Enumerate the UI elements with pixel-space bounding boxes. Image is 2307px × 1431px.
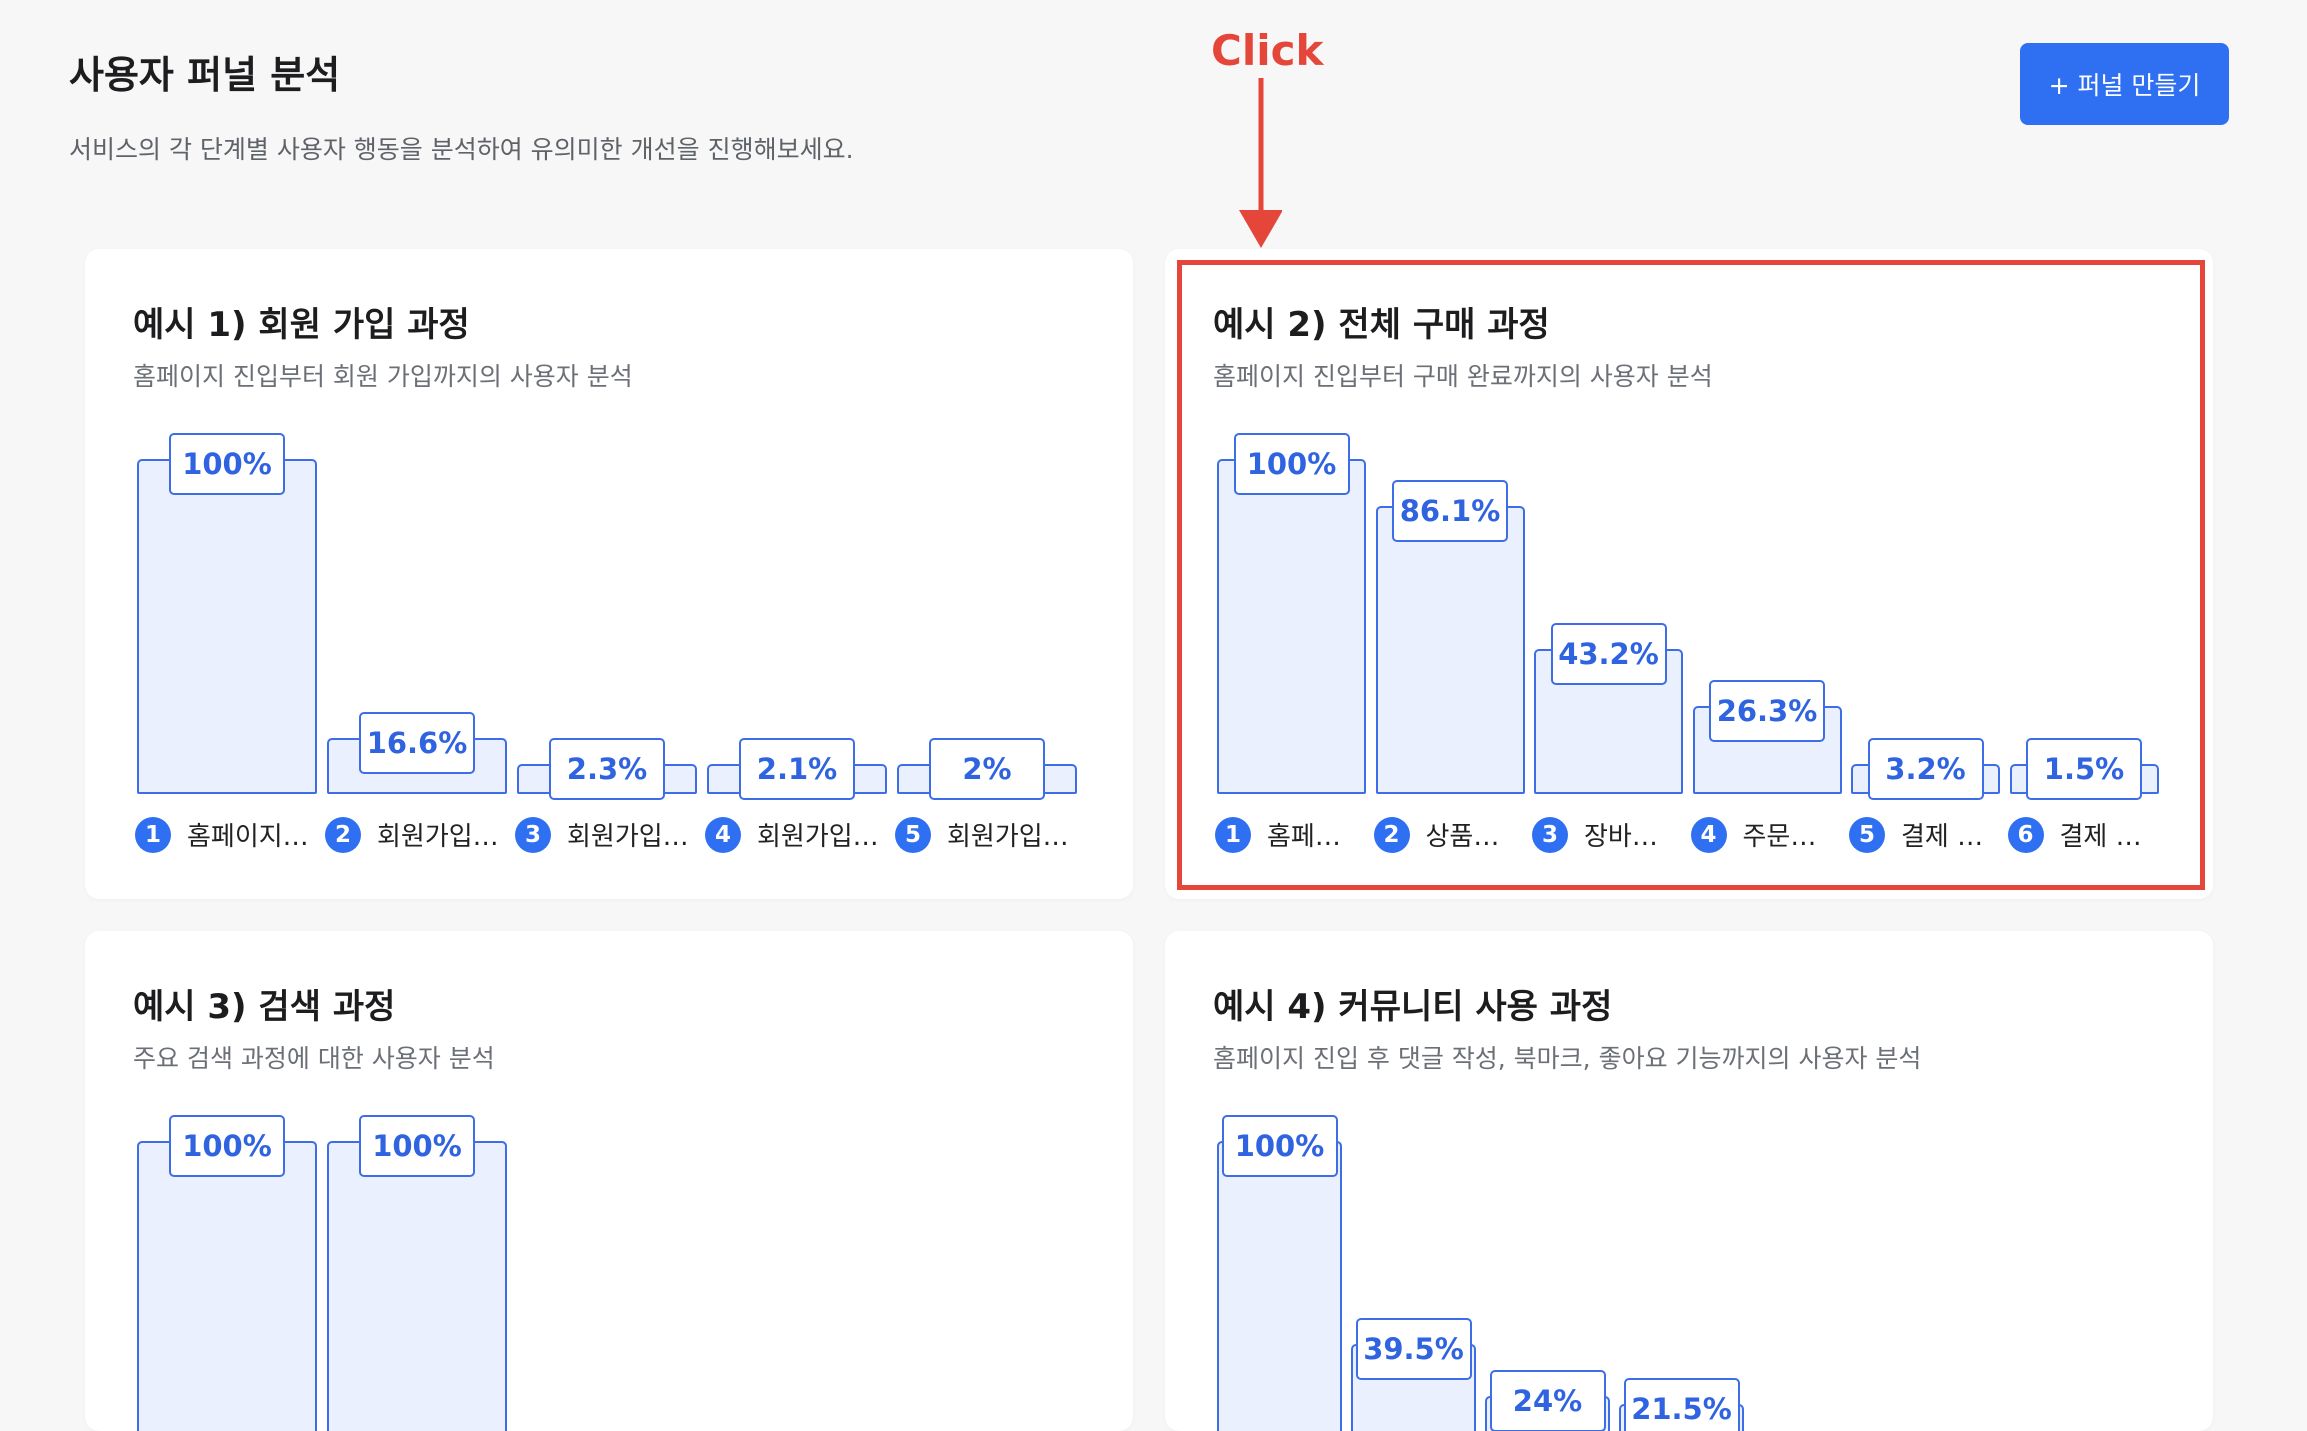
step-name: 회원가입…: [567, 822, 689, 852]
step-name: 회원가입…: [947, 822, 1069, 852]
step-number-badge: 3: [515, 816, 551, 853]
funnel-card-signup[interactable]: 예시 1) 회원 가입 과정 홈페이지 진입부터 회원 가입까지의 사용자 분석…: [85, 249, 1133, 899]
step-number-badge: 1: [1215, 816, 1251, 853]
funnel-bar: [327, 1141, 507, 1431]
step-name: 결제 …: [2059, 822, 2142, 852]
step-label: 3 회원가입…: [515, 816, 699, 853]
step-label: 2 상품…: [1373, 816, 1527, 853]
funnel-bar: [137, 459, 317, 794]
step-number-badge: 5: [895, 816, 931, 853]
percentage-badge: 100%: [359, 1115, 475, 1177]
card-title: 예시 2) 전체 구매 과정: [1213, 305, 1550, 345]
step-name: 회원가입…: [757, 822, 879, 852]
percentage-badge: 21.5%: [1623, 1377, 1740, 1431]
step-label: 2 회원가입…: [325, 816, 509, 853]
step-number-badge: 5: [1849, 816, 1885, 853]
step-name: 홈페…: [1267, 822, 1341, 852]
percentage-badge: 43.2%: [1550, 623, 1667, 686]
percentage-badge: 100%: [1221, 1115, 1338, 1177]
step-number-badge: 2: [325, 816, 361, 853]
percentage-badge: 24%: [1489, 1369, 1606, 1431]
create-funnel-button[interactable]: + 퍼널 만들기: [2020, 43, 2229, 125]
card-description: 홈페이지 진입부터 구매 완료까지의 사용자 분석: [1213, 362, 1713, 391]
funnel-bar: [1217, 1141, 1342, 1431]
step-number-badge: 4: [705, 816, 741, 853]
step-label: 4 주문…: [1690, 816, 1844, 853]
step-name: 결제 …: [1901, 822, 1984, 852]
percentage-badge: 100%: [1233, 433, 1350, 495]
step-label: 5 회원가입…: [895, 816, 1079, 853]
step-number-badge: 3: [1532, 816, 1568, 853]
funnel-bar: [1375, 505, 1525, 794]
card-description: 주요 검색 과정에 대한 사용자 분석: [133, 1044, 495, 1073]
step-label: 3 장바…: [1532, 816, 1685, 853]
percentage-badge: 16.6%: [359, 712, 475, 775]
percentage-badge: 1.5%: [2026, 738, 2142, 800]
percentage-badge: 2.1%: [739, 738, 855, 800]
click-annotation-label: Click: [1211, 26, 1324, 75]
card-title: 예시 3) 검색 과정: [133, 987, 396, 1027]
percentage-badge: 2.3%: [549, 738, 665, 800]
step-number-badge: 6: [2007, 816, 2044, 853]
step-label: 1 홈페…: [1215, 816, 1368, 853]
annotation-arrow-icon: [1239, 78, 1282, 248]
funnel-bar: [137, 1141, 317, 1431]
step-name: 회원가입…: [377, 822, 499, 852]
percentage-badge: 86.1%: [1392, 479, 1508, 542]
step-number-badge: 1: [135, 816, 171, 853]
funnel-card-community[interactable]: 예시 4) 커뮤니티 사용 과정 홈페이지 진입 후 댓글 작성, 북마크, 좋…: [1165, 931, 2213, 1431]
step-name: 주문…: [1742, 822, 1817, 852]
funnel-card-purchase[interactable]: 예시 2) 전체 구매 과정 홈페이지 진입부터 구매 완료까지의 사용자 분석…: [1165, 249, 2213, 899]
page-title: 사용자 퍼널 분석: [69, 53, 341, 97]
step-number-badge: 2: [1373, 816, 1410, 853]
percentage-badge: 100%: [169, 433, 285, 495]
percentage-badge: 3.2%: [1867, 738, 1984, 800]
percentage-badge: 39.5%: [1355, 1317, 1472, 1380]
page-subtitle: 서비스의 각 단계별 사용자 행동을 분석하여 유의미한 개선을 진행해보세요.: [69, 135, 854, 164]
step-label: 5 결제 …: [1849, 816, 2002, 853]
card-title: 예시 1) 회원 가입 과정: [133, 305, 470, 345]
percentage-badge: 26.3%: [1709, 679, 1825, 742]
step-name: 홈페이지…: [187, 822, 309, 852]
card-title: 예시 4) 커뮤니티 사용 과정: [1213, 987, 1613, 1027]
card-description: 홈페이지 진입부터 회원 가입까지의 사용자 분석: [133, 362, 633, 391]
step-label: 6 결제 …: [2007, 816, 2161, 853]
percentage-badge: 2%: [929, 738, 1045, 800]
funnel-bar: [1217, 459, 1366, 794]
percentage-badge: 100%: [169, 1115, 285, 1177]
step-name: 장바…: [1584, 822, 1658, 852]
funnel-card-search[interactable]: 예시 3) 검색 과정 주요 검색 과정에 대한 사용자 분석 100% 100%: [85, 931, 1133, 1431]
step-label: 4 회원가입…: [705, 816, 889, 853]
step-number-badge: 4: [1690, 816, 1727, 853]
step-name: 상품…: [1425, 822, 1500, 852]
card-description: 홈페이지 진입 후 댓글 작성, 북마크, 좋아요 기능까지의 사용자 분석: [1213, 1044, 1922, 1073]
step-label: 1 홈페이지…: [135, 816, 319, 853]
